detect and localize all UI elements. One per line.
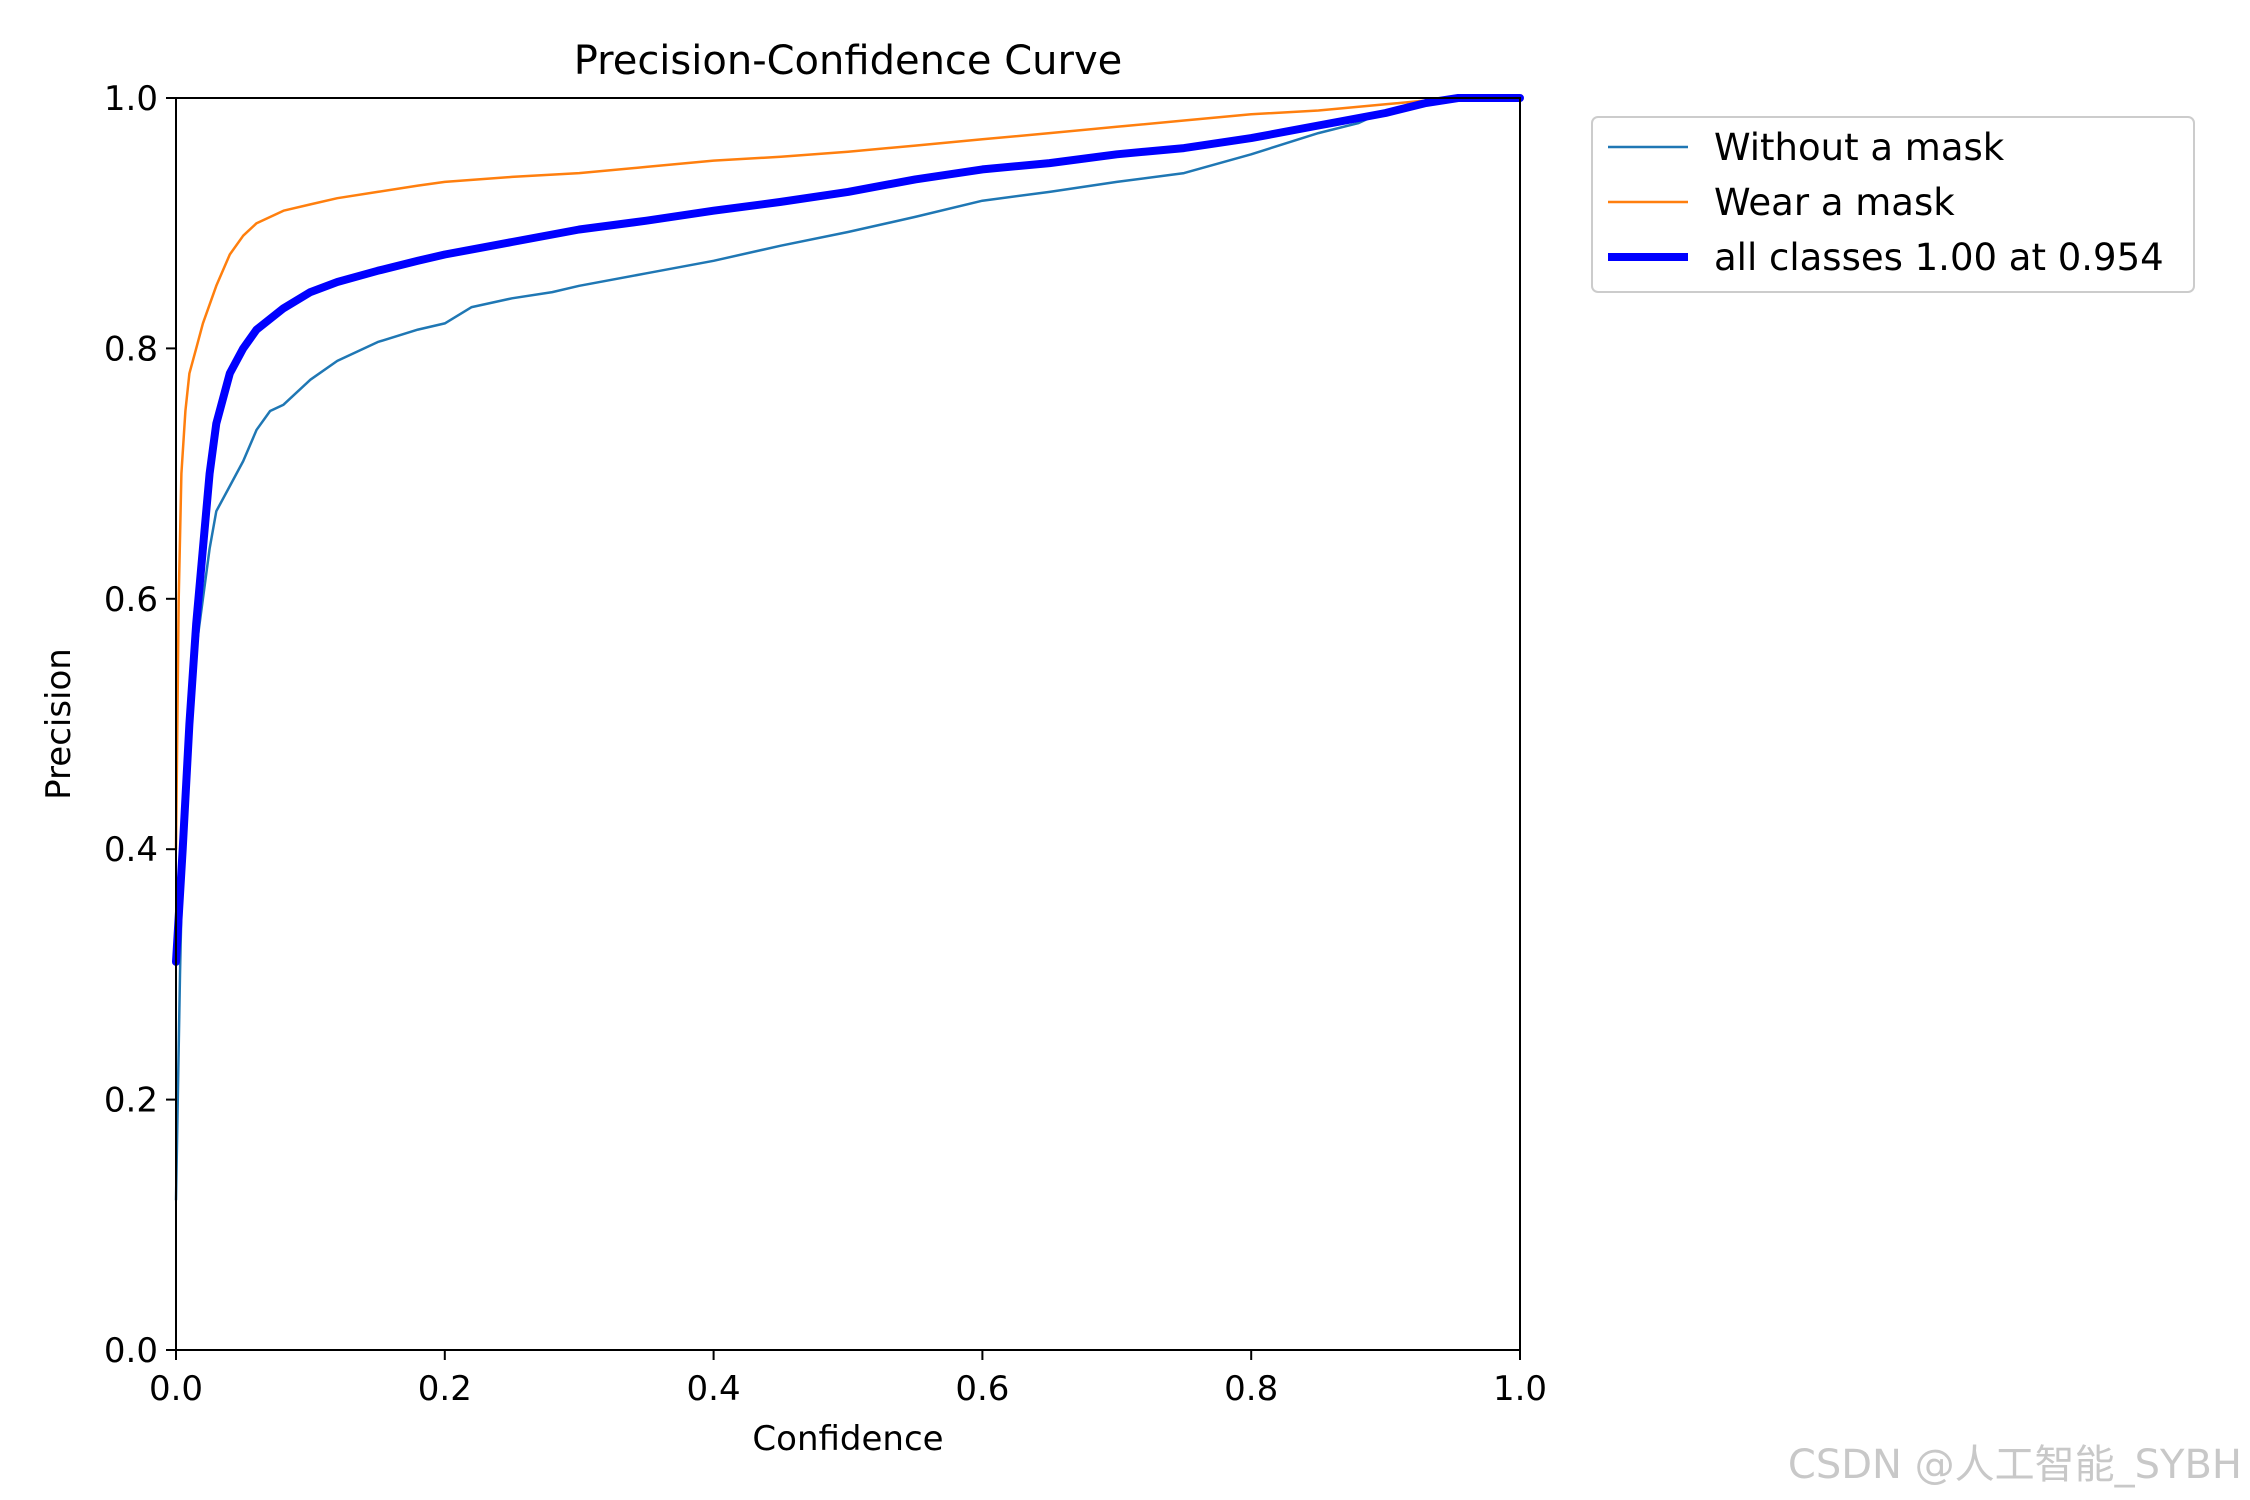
series-line-without-a-mask: [174, 96, 1522, 1202]
x-axis-ticks: 0.0 0.2 0.4 0.6 0.8 1.0: [149, 1350, 1547, 1409]
plot-lines: [172, 94, 1524, 1202]
legend-box: [1591, 116, 2195, 293]
y-axis-ticks: 0.0 0.2 0.4 0.6 0.8 1.0: [104, 79, 176, 1371]
watermark-text: CSDN @人工智能_SYBH: [1788, 1442, 2242, 1488]
x-tick-label: 0.4: [687, 1369, 741, 1409]
y-tick-label: 1.0: [104, 79, 158, 119]
legend-label: all classes 1.00 at 0.954: [1714, 236, 2164, 279]
x-tick-label: 0.8: [1224, 1369, 1278, 1409]
y-axis-label: Precision: [39, 648, 79, 800]
x-tick-label: 0.0: [149, 1369, 203, 1409]
y-tick-label: 0.0: [104, 1331, 158, 1371]
x-tick-label: 0.6: [955, 1369, 1009, 1409]
series-line-wear-a-mask: [174, 96, 1522, 851]
chart-title: Precision-Confidence Curve: [574, 38, 1123, 84]
plot-frame: [175, 97, 1521, 1351]
legend-label: Wear a mask: [1714, 181, 1955, 224]
y-tick-label: 0.2: [104, 1081, 158, 1121]
legend: Without a mask Wear a mask all classes 1.0…: [1591, 116, 2195, 293]
y-tick-label: 0.4: [104, 830, 158, 870]
legend-label: Without a mask: [1714, 126, 2005, 169]
legend-entries: Without a mask Wear a mask all classes 1.0…: [1608, 126, 2164, 279]
x-tick-label: 1.0: [1493, 1369, 1547, 1409]
y-tick-label: 0.8: [104, 329, 158, 369]
y-tick-label: 0.6: [104, 580, 158, 620]
x-axis-label: Confidence: [752, 1419, 943, 1459]
series-line-all-classes: [172, 94, 1524, 966]
x-tick-label: 0.2: [418, 1369, 472, 1409]
